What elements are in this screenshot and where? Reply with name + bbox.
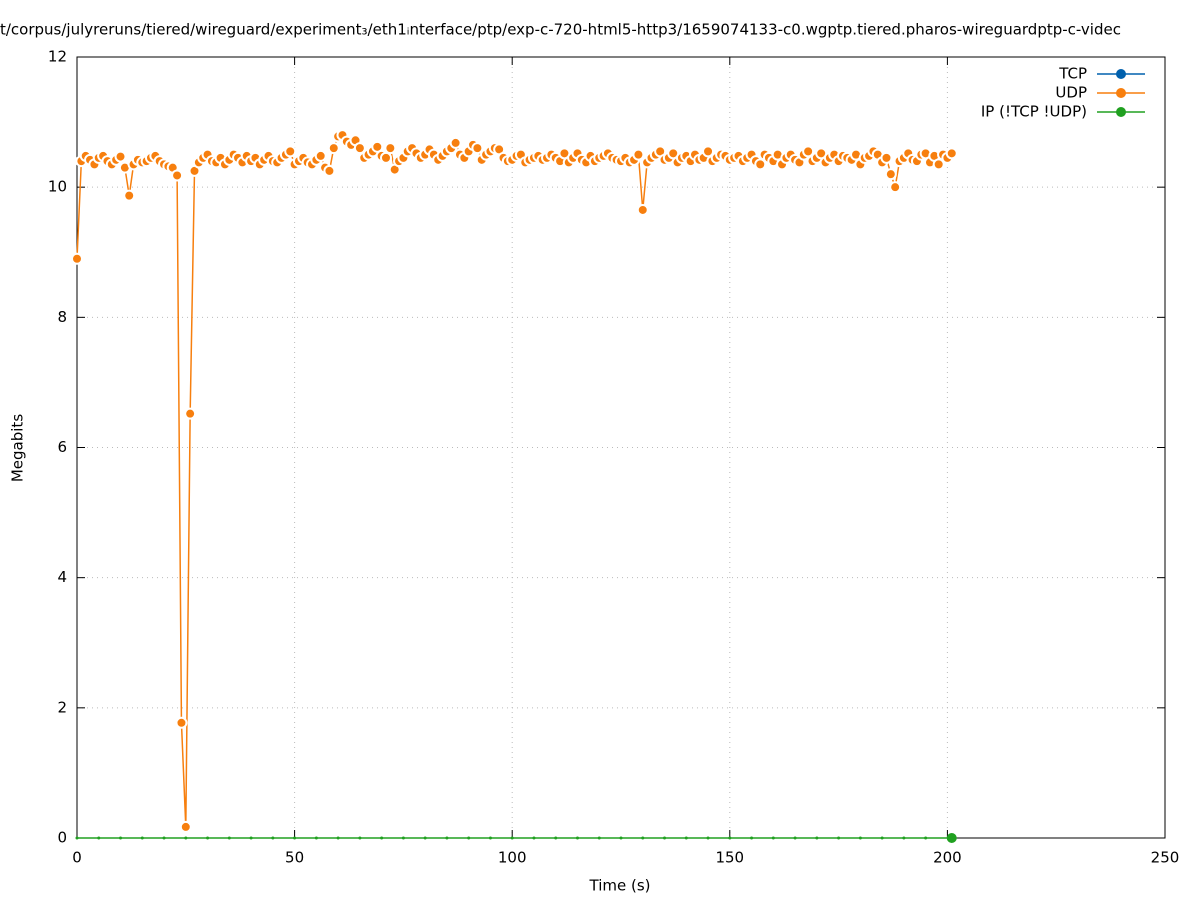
data-point	[728, 836, 732, 840]
x-axis-label: Time (s)	[589, 877, 651, 895]
data-point	[114, 150, 127, 163]
y-tick-label: 2	[57, 698, 67, 716]
data-point	[619, 836, 623, 840]
data-point	[467, 836, 471, 840]
data-point	[575, 836, 579, 840]
plot-border	[76, 56, 1166, 839]
data-point	[702, 145, 715, 158]
data-point	[227, 836, 231, 840]
data-point	[314, 149, 327, 162]
data-point	[597, 836, 601, 840]
data-point	[358, 836, 362, 840]
data-point	[889, 181, 902, 194]
data-point	[946, 833, 957, 843]
data-point	[314, 836, 318, 840]
x-tick-label: 150	[715, 849, 744, 867]
y-tick-label: 4	[57, 568, 67, 586]
x-tick-label: 200	[933, 849, 962, 867]
data-point	[380, 836, 384, 840]
data-point	[924, 836, 928, 840]
data-point	[793, 836, 797, 840]
data-point	[445, 836, 449, 840]
y-tick-label: 12	[48, 48, 67, 66]
data-point	[754, 158, 767, 171]
data-point	[423, 836, 427, 840]
data-point	[71, 252, 83, 265]
x-tick-label: 100	[498, 849, 527, 867]
chart-title: t/corpus/julyreruns/tiered/wireguard/exp…	[0, 21, 1121, 39]
data-point	[488, 836, 492, 840]
data-point	[171, 169, 184, 182]
data-point	[327, 142, 340, 155]
data-point	[449, 136, 462, 149]
data-point	[384, 142, 397, 155]
y-tick-label: 6	[57, 438, 67, 456]
data-point	[293, 836, 297, 840]
data-point	[379, 151, 392, 164]
data-point	[140, 836, 144, 840]
data-point	[932, 158, 945, 171]
legend-marker	[1116, 107, 1126, 117]
data-point	[179, 820, 192, 833]
x-tick-label: 0	[72, 849, 82, 867]
data-point	[771, 836, 775, 840]
data-point	[837, 836, 841, 840]
legend-marker	[1116, 88, 1126, 98]
x-tick-label: 250	[1151, 849, 1180, 867]
legend-marker	[1116, 69, 1126, 79]
data-point	[184, 407, 197, 420]
series-line	[76, 134, 953, 827]
data-point	[206, 836, 210, 840]
x-tick-label: 50	[285, 849, 304, 867]
data-point	[880, 151, 893, 164]
data-point	[175, 716, 188, 729]
data-point	[97, 836, 101, 840]
data-point	[684, 836, 688, 840]
data-point	[554, 836, 558, 840]
data-point	[284, 145, 297, 158]
data-point	[123, 189, 136, 202]
data-point	[75, 836, 79, 840]
data-point	[641, 836, 645, 840]
data-point	[162, 836, 166, 840]
data-point	[902, 836, 906, 840]
data-point	[271, 836, 275, 840]
legend-label: UDP	[1055, 84, 1087, 102]
data-point	[636, 203, 649, 216]
data-point	[632, 148, 645, 161]
data-point	[858, 836, 862, 840]
legend-label: IP (!TCP !UDP)	[981, 103, 1087, 121]
data-point	[750, 836, 754, 840]
data-point	[471, 142, 484, 155]
data-point	[353, 142, 366, 155]
data-point	[880, 836, 884, 840]
data-point	[401, 836, 405, 840]
data-point	[184, 836, 188, 840]
data-point	[119, 836, 123, 840]
data-point	[323, 164, 336, 177]
y-tick-label: 10	[48, 178, 67, 196]
y-tick-label: 8	[57, 308, 67, 326]
y-axis-label: Megabits	[9, 414, 27, 482]
data-point	[663, 836, 667, 840]
data-point	[249, 836, 253, 840]
data-point	[945, 147, 958, 160]
data-point	[336, 836, 340, 840]
legend-label: TCP	[1058, 65, 1087, 83]
data-point	[706, 836, 710, 840]
data-point	[802, 145, 815, 158]
data-point	[510, 836, 514, 840]
y-tick-label: 0	[57, 829, 67, 847]
data-point	[532, 836, 536, 840]
data-point	[884, 168, 897, 181]
data-point	[815, 836, 819, 840]
